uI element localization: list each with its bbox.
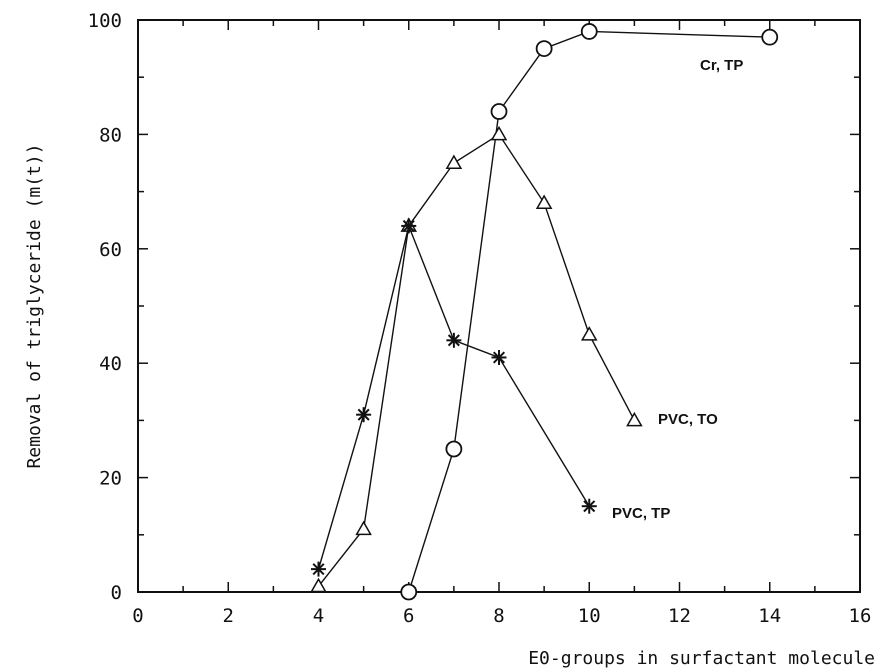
data-point-triangle: [535, 194, 553, 210]
data-point-circle: [445, 440, 463, 458]
series-label: PVC, TO: [658, 411, 718, 428]
data-point-circle: [761, 28, 779, 46]
x-axis-label: E0-groups in surfactant molecule: [528, 648, 875, 669]
data-point-triangle: [310, 577, 327, 593]
x-tick-label: 8: [493, 605, 504, 627]
y-tick-label: 100: [88, 10, 122, 32]
data-point-circle: [580, 23, 598, 40]
series-label: PVC, TP: [612, 505, 670, 522]
y-tick-label: 60: [99, 239, 122, 261]
data-point-star: [356, 407, 372, 423]
x-tick-label: 14: [758, 605, 781, 627]
data-point-circle: [400, 583, 418, 601]
series-line: [317, 223, 590, 570]
series-pvc-tp: [311, 218, 597, 577]
x-tick-label: 2: [223, 605, 234, 627]
x-tick-label: 16: [849, 605, 872, 627]
axis-tick-labels: 0 2 4 6 8 10 12 14 16 0 20 40 60 80 100: [88, 10, 872, 627]
x-tick-label: 6: [403, 605, 414, 627]
x-tick-label: 10: [578, 605, 601, 627]
data-point-triangle: [355, 520, 372, 536]
data-point-circle: [535, 40, 553, 57]
x-tick-label: 4: [313, 605, 324, 627]
series-labels: Cr, TP PVC, TO PVC, TP: [612, 57, 743, 522]
series-label: Cr, TP: [700, 57, 743, 74]
data-point-star: [491, 349, 507, 365]
series-line: [408, 30, 770, 593]
data-point-star: [581, 498, 597, 514]
data-point-star: [311, 561, 326, 577]
data-point-circle: [490, 103, 508, 120]
series-layer: [310, 23, 779, 601]
y-axis-label: Removal of triglyceride (m(t)): [24, 143, 45, 468]
y-tick-label: 80: [99, 124, 122, 146]
data-point-triangle: [445, 154, 463, 169]
series-pvc-to: [310, 125, 643, 593]
series-cr-tp: [400, 23, 779, 601]
data-point-star: [401, 218, 417, 234]
data-point-triangle: [490, 125, 508, 141]
y-tick-label: 20: [99, 468, 122, 490]
y-tick-label: 40: [99, 353, 122, 375]
data-point-triangle: [580, 326, 598, 341]
data-point-triangle: [626, 411, 643, 427]
x-tick-label: 12: [668, 605, 691, 627]
data-point-star: [446, 332, 462, 348]
series-line: [317, 133, 635, 587]
x-tick-label: 0: [132, 605, 143, 627]
y-tick-label: 0: [111, 582, 122, 604]
